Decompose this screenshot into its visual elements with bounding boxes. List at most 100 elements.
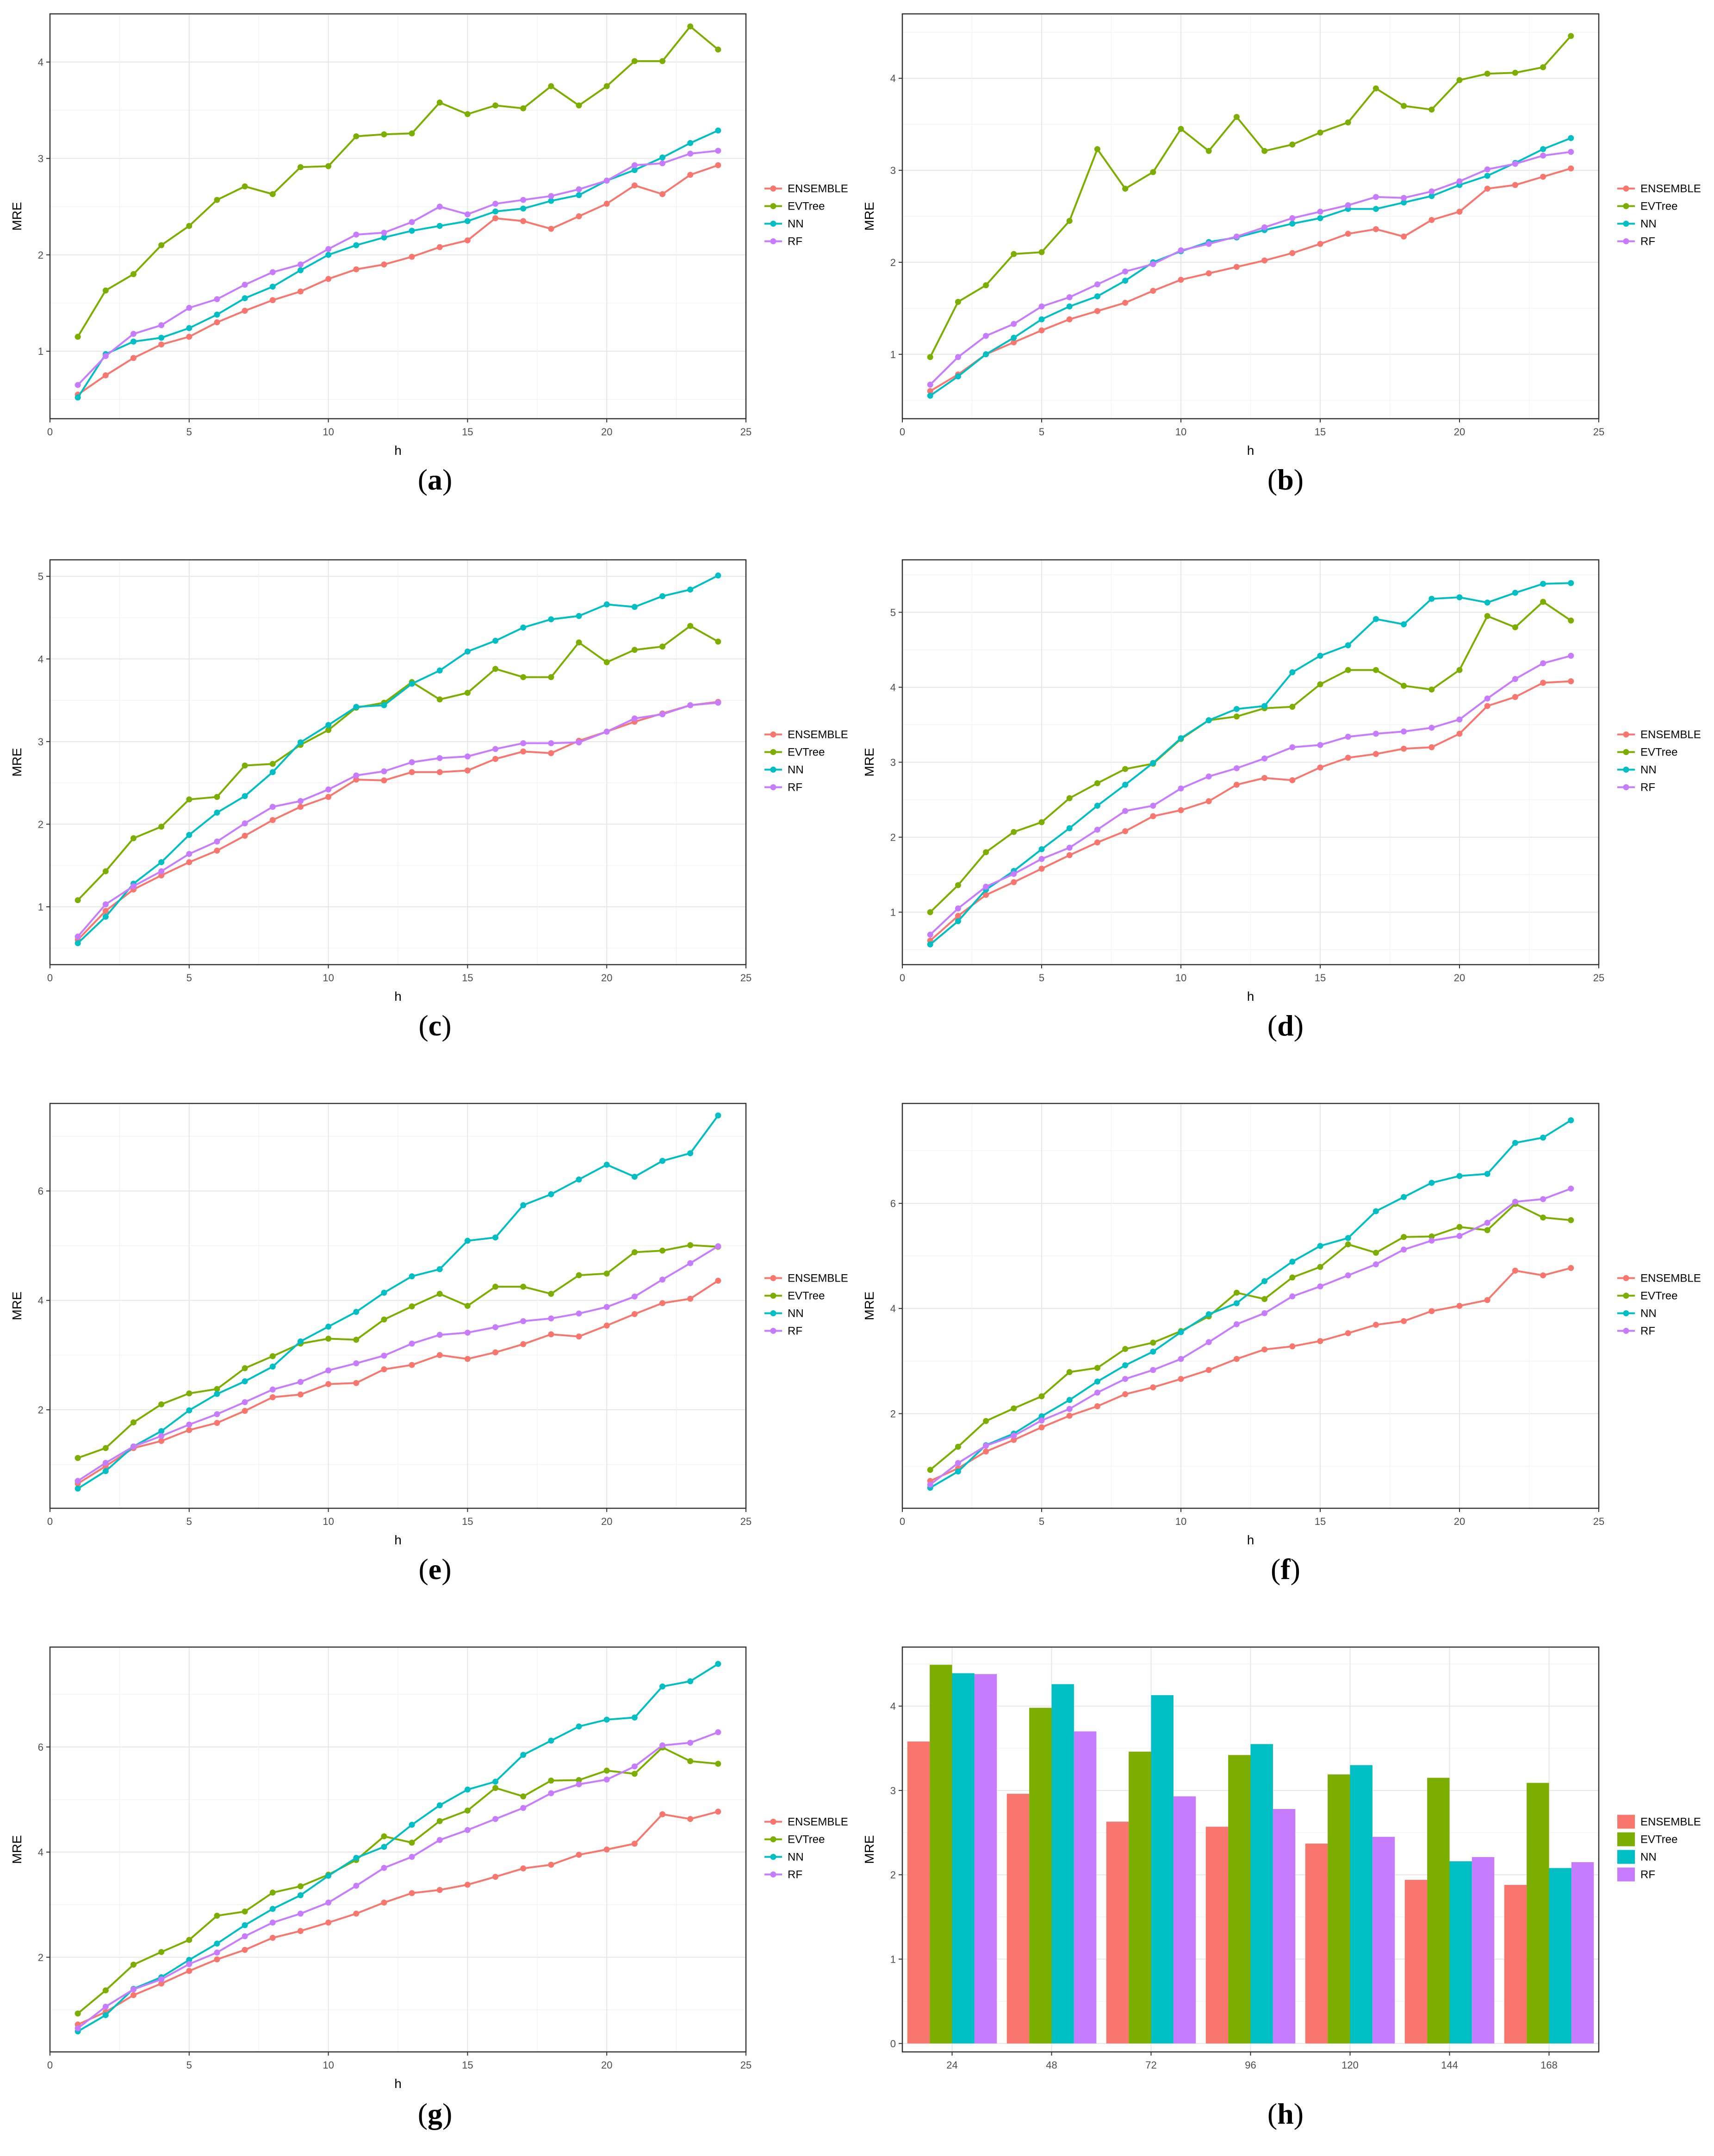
data-point xyxy=(1289,220,1296,227)
data-point xyxy=(186,1937,193,1943)
x-tick-label: 20 xyxy=(1454,972,1465,984)
data-point xyxy=(1401,621,1407,627)
data-point xyxy=(242,1922,248,1928)
y-axis-label: MRE xyxy=(10,748,24,776)
data-point xyxy=(381,131,387,137)
data-point xyxy=(659,1300,666,1307)
data-point xyxy=(576,1310,582,1317)
data-point xyxy=(520,105,527,112)
data-point xyxy=(983,333,989,339)
x-tick-label: 10 xyxy=(323,1516,334,1527)
x-tick-label: 20 xyxy=(601,972,612,984)
data-point xyxy=(1512,624,1518,631)
data-point xyxy=(1094,293,1100,300)
data-point xyxy=(1401,745,1407,752)
data-point xyxy=(242,308,248,314)
data-point xyxy=(548,1191,554,1197)
data-point xyxy=(1540,599,1546,605)
series-line-evtree xyxy=(77,1244,718,1459)
data-point xyxy=(269,1363,276,1370)
x-tick-label: 20 xyxy=(1454,1516,1465,1527)
data-point xyxy=(1178,1329,1184,1335)
data-point xyxy=(548,1790,554,1797)
data-point xyxy=(353,133,360,140)
data-point xyxy=(102,1445,109,1451)
data-point xyxy=(1289,1258,1296,1265)
data-point xyxy=(381,1289,387,1296)
data-point xyxy=(186,334,193,340)
data-point xyxy=(158,1980,165,1987)
data-point xyxy=(1178,785,1184,792)
data-point xyxy=(464,1238,471,1244)
data-point xyxy=(242,281,248,288)
data-point xyxy=(955,905,961,911)
data-point xyxy=(102,2012,109,2018)
data-point xyxy=(1150,760,1156,766)
data-point xyxy=(1261,1346,1268,1353)
series-line-ensemble xyxy=(77,1810,719,2026)
data-point xyxy=(492,638,499,644)
legend-key-point xyxy=(1623,731,1629,737)
data-point xyxy=(687,172,694,178)
legend-label: RF xyxy=(788,1869,802,1881)
data-point xyxy=(1094,146,1100,152)
data-point xyxy=(631,1771,638,1777)
data-point xyxy=(1345,119,1351,126)
data-point xyxy=(1317,130,1323,136)
x-tick-label: 72 xyxy=(1145,2059,1156,2071)
data-point xyxy=(1428,1238,1435,1244)
data-point xyxy=(297,288,304,295)
data-point xyxy=(1428,1180,1435,1186)
data-point xyxy=(297,1910,304,1917)
legend-label: NN xyxy=(788,1307,804,1320)
data-point xyxy=(158,1428,165,1434)
data-point xyxy=(659,154,666,161)
data-point xyxy=(1150,802,1156,809)
legend-label: RF xyxy=(788,1325,802,1338)
data-point xyxy=(269,297,276,304)
data-point xyxy=(130,1419,137,1425)
data-point xyxy=(492,1324,499,1331)
data-point xyxy=(1289,744,1296,750)
data-point xyxy=(1289,1293,1296,1300)
plot-frame xyxy=(49,1103,747,1509)
data-point xyxy=(1011,1432,1017,1439)
data-point xyxy=(353,242,360,248)
x-tick-label: 5 xyxy=(186,1516,192,1527)
data-point xyxy=(102,1987,109,1994)
data-point xyxy=(1484,1297,1490,1303)
data-point xyxy=(1122,1362,1129,1369)
data-point xyxy=(603,1716,610,1723)
data-point xyxy=(548,193,554,199)
y-tick-label: 2 xyxy=(38,1952,43,1963)
x-tick-label: 25 xyxy=(740,972,751,984)
data-point xyxy=(325,1367,332,1374)
data-point xyxy=(492,1785,499,1791)
x-tick-label: 96 xyxy=(1245,2059,1256,2071)
data-point xyxy=(631,1840,638,1847)
y-tick-label: 4 xyxy=(890,681,896,693)
data-point xyxy=(1372,226,1379,232)
legend-label: RF xyxy=(788,781,802,794)
data-point xyxy=(1094,1378,1100,1385)
data-point xyxy=(1568,1217,1574,1223)
data-point xyxy=(520,1202,527,1208)
data-point xyxy=(464,1827,471,1833)
x-tick-label: 5 xyxy=(186,2059,192,2071)
data-point xyxy=(102,913,109,920)
data-point xyxy=(576,1852,582,1858)
data-point xyxy=(576,192,582,198)
data-point xyxy=(1401,682,1407,689)
data-point xyxy=(1428,106,1435,113)
data-point xyxy=(409,254,415,260)
data-point xyxy=(927,388,933,394)
legend-key-point xyxy=(770,1328,776,1334)
bar-rf xyxy=(1074,1731,1097,2044)
data-point xyxy=(297,267,304,273)
data-point xyxy=(1401,199,1407,206)
legend-key-point xyxy=(1623,186,1629,192)
bar-evtree xyxy=(1129,1752,1151,2044)
legend-label: ENSEMBLE xyxy=(788,183,848,195)
data-point xyxy=(1122,766,1129,772)
data-point xyxy=(1484,703,1490,709)
